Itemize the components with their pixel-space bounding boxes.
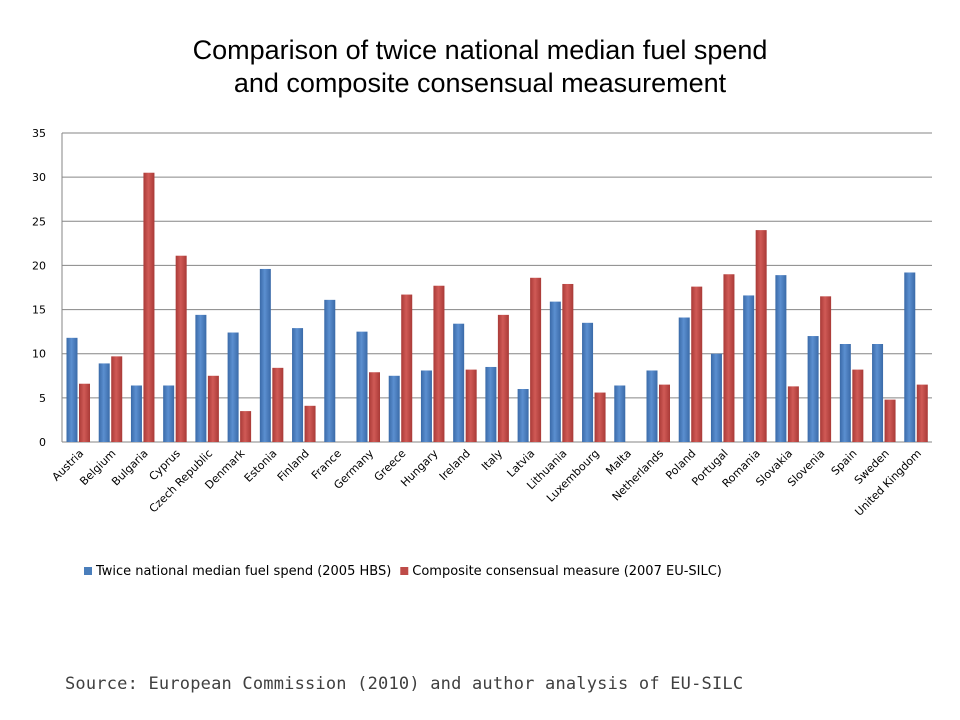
bar-red-finland xyxy=(304,405,316,442)
legend-label: Composite consensual measure (2007 EU-SI… xyxy=(412,564,722,579)
bar-red-greece xyxy=(401,294,413,442)
x-tick-label: Italy xyxy=(479,447,505,473)
x-tick-label: Finland xyxy=(275,447,312,484)
bar-red-cyprus xyxy=(175,255,187,442)
bar-blue-cyprus xyxy=(163,385,175,442)
bar-blue-italy xyxy=(485,366,497,442)
bar-blue-sweden xyxy=(872,344,884,442)
bar-blue-slovakia xyxy=(775,275,787,442)
bar-blue-france xyxy=(324,299,336,442)
bar-red-spain xyxy=(852,369,864,442)
bar-red-germany xyxy=(369,372,380,442)
title-line-1: Comparison of twice national median fuel… xyxy=(192,35,768,65)
bar-blue-ireland xyxy=(453,323,465,442)
bar-blue-czech-republic xyxy=(195,314,207,442)
bar-blue-latvia xyxy=(517,389,529,442)
bar-red-sweden xyxy=(884,399,896,442)
bar-red-estonia xyxy=(272,367,284,442)
x-tick-label: Malta xyxy=(603,447,634,478)
bar-red-slovakia xyxy=(787,386,799,442)
legend-swatch-blue xyxy=(84,567,92,575)
bar-red-czech-republic xyxy=(207,375,219,442)
bar-red-poland xyxy=(691,286,703,442)
bar-red-portugal xyxy=(723,274,735,442)
bar-blue-romania xyxy=(743,295,755,442)
legend-swatch-red xyxy=(400,567,409,575)
y-tick-label: 10 xyxy=(32,348,46,361)
x-tick-label: Ireland xyxy=(437,447,473,483)
bar-red-hungary xyxy=(433,285,445,442)
bar-red-united-kingdom xyxy=(916,384,928,442)
bar-blue-poland xyxy=(678,317,690,442)
bar-blue-spain xyxy=(839,344,851,442)
y-tick-label: 15 xyxy=(32,304,46,317)
legend-label: Twice national median fuel spend (2005 H… xyxy=(95,564,391,579)
gridlines xyxy=(61,132,932,443)
bar-blue-belgium xyxy=(98,363,110,442)
x-tick-label: Estonia xyxy=(242,447,280,485)
bar-red-bulgaria xyxy=(143,172,155,442)
bar-blue-bulgaria xyxy=(130,385,142,442)
y-tick-label: 5 xyxy=(39,392,46,405)
bar-red-luxembourg xyxy=(594,392,606,442)
bar-blue-lithuania xyxy=(549,301,561,442)
bar-blue-slovenia xyxy=(807,336,819,442)
y-tick-label: 25 xyxy=(32,215,46,228)
bar-red-denmark xyxy=(240,411,252,442)
bar-blue-hungary xyxy=(420,370,432,442)
bar-red-slovenia xyxy=(820,296,832,442)
bar-red-belgium xyxy=(111,356,123,442)
bar-blue-estonia xyxy=(259,268,271,442)
bars xyxy=(66,172,928,442)
y-axis-ticks: 0 5 10 15 20 25 30 35 xyxy=(32,127,46,449)
bar-red-netherlands xyxy=(659,384,670,442)
chart-title: Comparison of twice national median fuel… xyxy=(60,34,900,100)
bar-blue-portugal xyxy=(710,353,722,442)
bar-red-italy xyxy=(497,314,509,442)
bar-blue-finland xyxy=(292,328,304,442)
bar-red-ireland xyxy=(465,369,477,442)
legend: Twice national median fuel spend (2005 H… xyxy=(84,564,722,579)
bar-blue-luxembourg xyxy=(582,322,594,442)
y-tick-label: 30 xyxy=(32,171,46,184)
bar-blue-greece xyxy=(388,375,400,442)
title-line-2: and composite consensual measurement xyxy=(233,68,727,98)
y-tick-label: 20 xyxy=(32,259,46,272)
bar-red-latvia xyxy=(530,277,542,442)
bar-red-austria xyxy=(79,383,90,442)
y-tick-label: 35 xyxy=(32,127,46,140)
bar-blue-germany xyxy=(356,331,368,442)
bar-blue-denmark xyxy=(227,332,239,442)
bar-blue-malta xyxy=(614,385,626,442)
bar-blue-austria xyxy=(66,337,78,442)
bar-blue-netherlands xyxy=(646,370,658,442)
source-note: Source: European Commission (2010) and a… xyxy=(65,674,744,694)
bar-red-romania xyxy=(755,230,767,442)
bar-red-lithuania xyxy=(562,283,574,442)
y-tick-label: 0 xyxy=(39,436,46,449)
bar-blue-united-kingdom xyxy=(904,272,916,442)
